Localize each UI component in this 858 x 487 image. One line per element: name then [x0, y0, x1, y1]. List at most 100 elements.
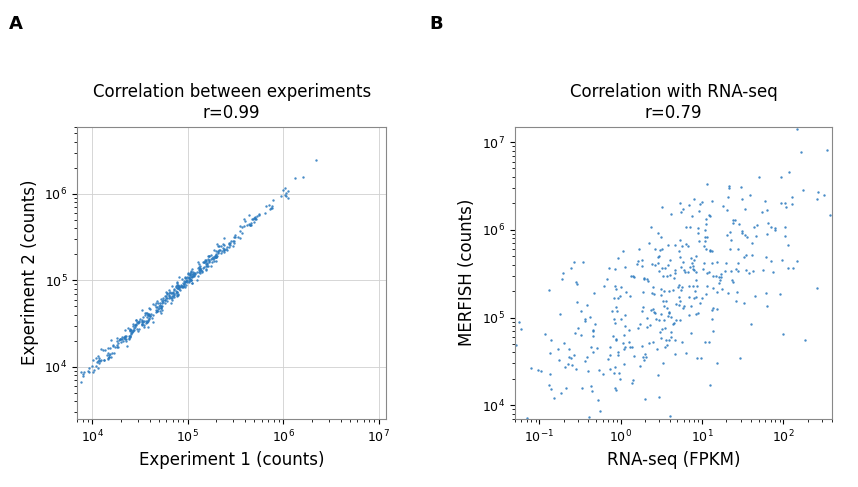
Point [82, 368, 96, 375]
Point [688, 287, 702, 295]
Point [547, 394, 560, 402]
Point [202, 255, 215, 263]
Point [653, 246, 667, 254]
Title: Correlation with RNA-seq
r=0.79: Correlation with RNA-seq r=0.79 [570, 83, 777, 122]
Point [107, 349, 121, 356]
Point [191, 258, 205, 266]
Point [182, 274, 196, 281]
Point [692, 207, 705, 215]
Point [192, 260, 206, 268]
Point [166, 292, 180, 300]
Point [154, 302, 168, 310]
Point [694, 355, 708, 362]
Point [228, 233, 242, 241]
Point [602, 264, 616, 272]
Point [640, 323, 654, 331]
Point [132, 325, 146, 333]
Point [600, 275, 613, 283]
Point [562, 353, 576, 361]
Point [66, 379, 80, 387]
Point [143, 312, 157, 319]
Point [682, 201, 696, 209]
Point [481, 339, 495, 347]
Point [769, 226, 782, 234]
Point [228, 231, 242, 239]
Point [766, 268, 780, 276]
Point [233, 227, 247, 235]
Point [698, 226, 712, 234]
Point [171, 284, 184, 292]
Point [142, 311, 155, 318]
Point [646, 338, 660, 346]
Point [715, 285, 728, 293]
Point [636, 288, 650, 296]
Point [739, 231, 752, 239]
Point [661, 273, 674, 281]
Point [244, 221, 257, 229]
Point [200, 257, 214, 264]
Point [206, 253, 220, 261]
Point [183, 272, 196, 280]
Point [582, 367, 595, 375]
Point [201, 262, 214, 269]
Point [135, 306, 148, 314]
Point [184, 277, 197, 284]
Point [631, 258, 645, 265]
Point [501, 343, 515, 351]
Point [149, 303, 163, 311]
Point [778, 223, 792, 231]
Point [126, 322, 140, 330]
Point [740, 266, 753, 274]
Point [790, 258, 804, 265]
Point [613, 293, 626, 300]
Point [208, 252, 221, 260]
Point [142, 316, 156, 323]
Point [633, 320, 647, 328]
Point [596, 370, 610, 377]
Point [247, 218, 261, 226]
Point [105, 349, 118, 356]
Point [219, 245, 233, 253]
Point [686, 282, 700, 290]
Point [148, 301, 162, 309]
Point [848, 206, 858, 214]
Point [644, 321, 657, 329]
Point [142, 310, 155, 318]
Point [567, 258, 581, 265]
Point [130, 316, 143, 324]
Point [728, 113, 741, 121]
Point [704, 246, 717, 254]
Point [559, 384, 572, 392]
Point [114, 336, 128, 343]
Point [606, 332, 619, 340]
Point [144, 310, 158, 318]
Point [735, 227, 749, 235]
Point [648, 261, 662, 268]
Point [673, 293, 686, 301]
Point [700, 282, 714, 290]
Point [653, 328, 667, 336]
Point [124, 326, 137, 334]
Point [619, 288, 633, 296]
Point [102, 351, 116, 359]
Point [656, 297, 669, 305]
Point [227, 243, 240, 250]
Point [142, 305, 156, 313]
Point [202, 253, 216, 261]
Point [74, 368, 88, 376]
Point [545, 336, 559, 343]
Point [697, 259, 710, 267]
Point [110, 343, 124, 351]
Point [86, 356, 100, 364]
Point [185, 279, 199, 286]
Point [567, 351, 581, 359]
Point [677, 266, 691, 274]
Point [57, 384, 71, 392]
Point [692, 237, 705, 244]
Point [731, 259, 745, 266]
Point [672, 301, 686, 309]
Point [128, 321, 142, 329]
Point [680, 243, 694, 250]
Point [176, 283, 190, 291]
Point [648, 245, 662, 253]
